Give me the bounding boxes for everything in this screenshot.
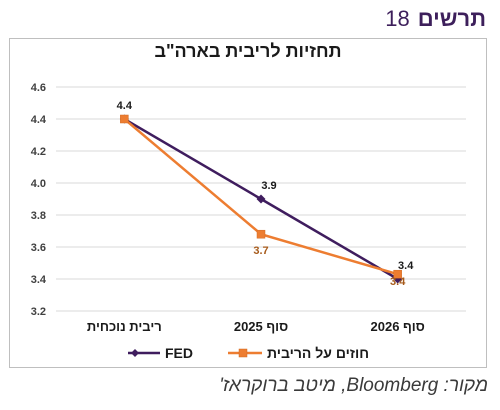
- y-tick-label: 4.4: [31, 114, 47, 126]
- legend-fed-label: FED: [164, 345, 193, 361]
- x-tick-label: סוף 2026: [371, 319, 425, 334]
- figure-number: 18: [385, 6, 410, 31]
- y-tick-label: 3.4: [31, 274, 47, 286]
- y-tick-label: 4.2: [31, 146, 46, 158]
- data-point-market: [120, 114, 129, 124]
- chart-frame: תחזיות לריבית בארה"ב 3.2 3.4 3.6 3.8 4.0 4.2 4…: [9, 38, 487, 368]
- y-tick-label: 3.8: [31, 210, 46, 222]
- data-label: 3.4: [398, 260, 414, 272]
- y-tick-label: 3.6: [31, 242, 46, 254]
- legend-market-label: חוזים על הריבית: [266, 345, 370, 361]
- y-tick-label: 4.0: [31, 178, 46, 190]
- data-point-fed: [256, 194, 266, 204]
- legend: FED חוזים על הריבית: [10, 345, 486, 361]
- data-label: 4.4: [117, 100, 133, 112]
- figure-word: תרשים: [417, 6, 486, 31]
- data-label: 3.9: [261, 180, 276, 192]
- legend-market-marker: [227, 348, 262, 358]
- data-point-market: [393, 269, 402, 279]
- source-note: מקור: Bloomberg, מיטב ברוקראז': [219, 375, 488, 396]
- x-tick-label: ריבית נוכחית: [87, 319, 162, 334]
- legend-item-market: חוזים על הריבית: [227, 345, 369, 361]
- y-tick-label: 3.2: [31, 306, 46, 318]
- legend-fed-marker: [127, 349, 160, 357]
- line-chart: 3.2 3.4 3.6 3.8 4.0 4.2 4.4 4.6 ריבית נוכחית סוף …: [31, 82, 466, 334]
- data-point-market: [256, 229, 266, 239]
- y-tick-label: 4.6: [31, 82, 46, 94]
- data-label: 3.7: [253, 245, 268, 257]
- figure-header: תרשים 18: [385, 6, 486, 32]
- data-label: 3.4: [390, 276, 406, 288]
- legend-item-fed: FED: [127, 345, 193, 361]
- x-tick-label: סוף 2025: [234, 319, 288, 334]
- chart-title: תחזיות לריבית בארה"ב: [154, 41, 342, 61]
